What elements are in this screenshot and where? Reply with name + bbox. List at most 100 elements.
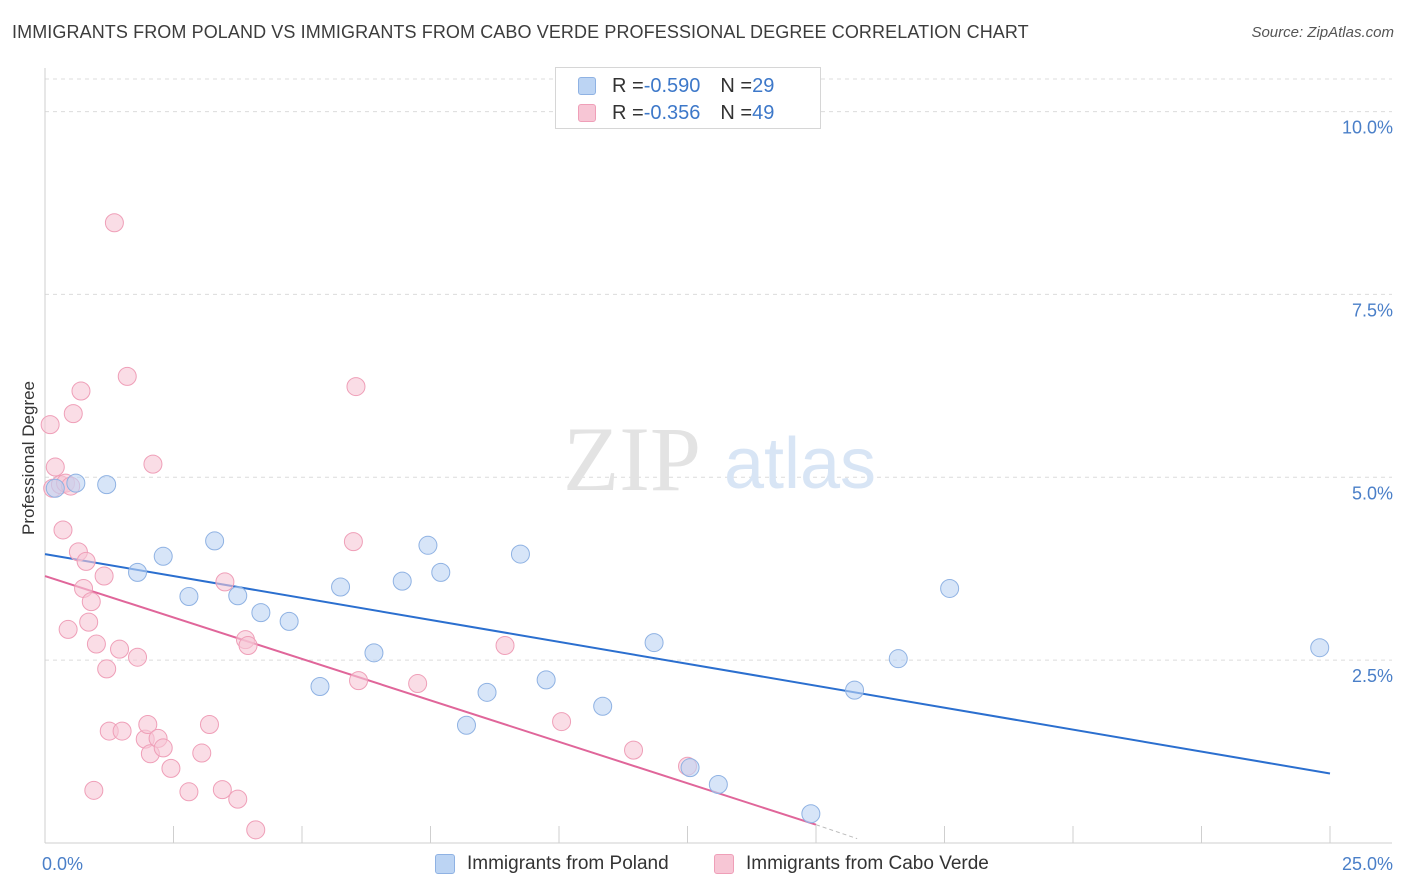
series-legend-cabo-label: Immigrants from Cabo Verde <box>746 853 989 874</box>
poland-point <box>279 611 299 631</box>
cabo-trend-extension <box>815 824 858 840</box>
series-legend-cabo: Immigrants from Cabo Verde <box>714 851 989 877</box>
poland-point <box>418 535 438 555</box>
x-tick-label-max: 25.0% <box>1342 854 1393 874</box>
tick-labels: 2.5% 5.0% 7.5% 10.0% 0.0% 25.0% <box>42 118 1393 874</box>
cabo-point <box>128 647 148 667</box>
poland-point <box>644 633 664 653</box>
cabo-point <box>110 639 130 659</box>
legend-poland-n: 29 <box>752 74 775 97</box>
cabo-point <box>346 377 366 397</box>
y-axis-label: Professional Degree <box>19 381 38 535</box>
poland-point <box>940 578 960 598</box>
cabo-point <box>112 721 132 741</box>
cabo-point <box>161 758 181 778</box>
cabo-point <box>71 381 91 401</box>
cabo-point <box>215 572 235 592</box>
cabo-point <box>228 789 248 809</box>
poland-point <box>431 562 451 582</box>
poland-point <box>536 670 556 690</box>
legend-cabo-n: 49 <box>752 101 775 124</box>
cabo-point <box>179 782 199 802</box>
cabo-point <box>138 715 158 735</box>
axes <box>44 68 1392 844</box>
cabo-point <box>238 636 258 656</box>
cabo-point <box>246 820 266 840</box>
source-credit: Source: ZipAtlas.com <box>1251 24 1394 41</box>
poland-point <box>801 804 821 824</box>
series-legend-poland: Immigrants from Poland <box>435 851 669 877</box>
poland-point <box>205 531 225 551</box>
cabo-point <box>117 366 137 386</box>
cabo-point <box>81 592 101 612</box>
cabo-point <box>53 520 73 540</box>
poland-point <box>364 643 384 663</box>
cabo-verde-points <box>40 213 697 840</box>
poland-swatch-icon <box>578 77 596 95</box>
cabo-point <box>343 532 363 552</box>
watermark-atlas: atlas <box>724 424 876 504</box>
poland-point <box>477 682 497 702</box>
poland-point <box>593 696 613 716</box>
poland-point <box>66 473 86 493</box>
poland-point <box>888 649 908 669</box>
cabo-point <box>153 738 173 758</box>
poland-point <box>708 774 728 794</box>
poland-point <box>153 546 173 566</box>
gridlines <box>45 78 1392 661</box>
cabo-point <box>349 671 369 691</box>
watermark: ZIP atlas <box>563 408 876 510</box>
legend-n-label: N = <box>720 74 753 97</box>
legend-n-label: N = <box>720 101 753 124</box>
cabo-point <box>624 740 644 760</box>
legend-row-cabo: R = -0.356 N = 49 <box>578 101 774 125</box>
poland-point <box>392 571 412 591</box>
legend-r-label: R = <box>612 74 644 97</box>
poland-points <box>45 473 1330 824</box>
poland-point <box>45 478 65 498</box>
poland-point <box>680 758 700 778</box>
cabo-point <box>97 659 117 679</box>
poland-point <box>251 603 271 623</box>
legend-cabo-r: -0.356 <box>643 101 701 124</box>
poland-point <box>510 544 530 564</box>
chart-title: IMMIGRANTS FROM POLAND VS IMMIGRANTS FRO… <box>12 22 1029 42</box>
cabo-legend-swatch-icon <box>714 854 734 874</box>
watermark-zip: ZIP <box>563 408 701 510</box>
cabo-point <box>94 566 114 586</box>
y-tick-label: 5.0% <box>1352 483 1393 503</box>
poland-point <box>228 586 248 606</box>
cabo-trend-line <box>44 575 817 826</box>
poland-point <box>1310 638 1330 658</box>
cabo-point <box>199 715 219 735</box>
poland-point <box>310 676 330 696</box>
poland-point <box>456 715 476 735</box>
poland-trend-line <box>44 553 1331 775</box>
poland-point <box>128 562 148 582</box>
cabo-point <box>40 415 60 435</box>
cabo-point <box>79 612 99 632</box>
poland-legend-swatch-icon <box>435 854 455 874</box>
cabo-point <box>212 780 232 800</box>
legend-poland-r: -0.590 <box>643 74 701 97</box>
cabo-point <box>76 551 96 571</box>
legend-row-poland: R = -0.590 N = 29 <box>578 74 774 98</box>
y-tick-label: 7.5% <box>1352 300 1393 320</box>
poland-point <box>331 577 351 597</box>
cabo-point <box>86 634 106 654</box>
cabo-point <box>495 636 515 656</box>
cabo-point <box>84 780 104 800</box>
poland-point <box>179 587 199 607</box>
cabo-point <box>63 404 83 424</box>
series-legend-poland-label: Immigrants from Poland <box>467 853 669 874</box>
cabo-point <box>192 743 212 763</box>
poland-point <box>845 680 865 700</box>
trend-lines <box>44 553 1331 840</box>
cabo-point <box>104 213 124 233</box>
cabo-point <box>143 454 163 474</box>
cabo-point <box>45 457 65 477</box>
cabo-point <box>408 674 428 694</box>
legend-r-label: R = <box>612 101 644 124</box>
y-tick-label: 10.0% <box>1342 118 1393 138</box>
